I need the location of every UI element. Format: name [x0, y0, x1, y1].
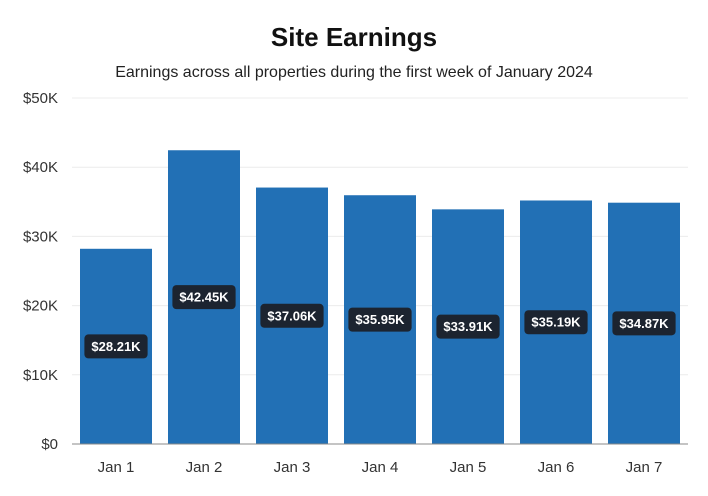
x-tick-label: Jan 5 — [450, 459, 487, 476]
data-label-badge — [348, 307, 412, 332]
data-label-badge — [436, 314, 500, 339]
x-tick-label: Jan 3 — [274, 459, 311, 476]
data-label: $28.21K — [91, 339, 141, 354]
x-tick-label: Jan 1 — [98, 459, 135, 476]
chart-subtitle: Earnings across all properties during th… — [115, 64, 593, 81]
data-label-badge — [260, 303, 324, 328]
x-tick-label: Jan 7 — [626, 459, 663, 476]
y-tick-label: $30K — [23, 228, 58, 245]
data-label: $42.45K — [179, 290, 229, 305]
y-tick-label: $10K — [23, 367, 58, 384]
data-label: $37.06K — [267, 308, 317, 323]
x-tick-label: Jan 2 — [186, 459, 223, 476]
x-tick-label: Jan 4 — [362, 459, 399, 476]
x-tick-label: Jan 6 — [538, 459, 575, 476]
y-tick-label: $50K — [23, 90, 58, 107]
data-label-badge — [172, 285, 236, 310]
y-tick-label: $0 — [41, 436, 58, 453]
data-label-badge — [84, 334, 148, 359]
data-label-badge — [524, 310, 588, 335]
data-label: $33.91K — [443, 319, 493, 334]
data-label: $35.19K — [531, 315, 581, 330]
data-label-badge — [612, 311, 676, 336]
chart-title: Site Earnings — [270, 22, 438, 52]
y-tick-label: $20K — [23, 298, 58, 315]
data-label: $35.95K — [355, 312, 405, 327]
data-label: $34.87K — [619, 316, 669, 331]
y-tick-label: $40K — [23, 159, 58, 176]
